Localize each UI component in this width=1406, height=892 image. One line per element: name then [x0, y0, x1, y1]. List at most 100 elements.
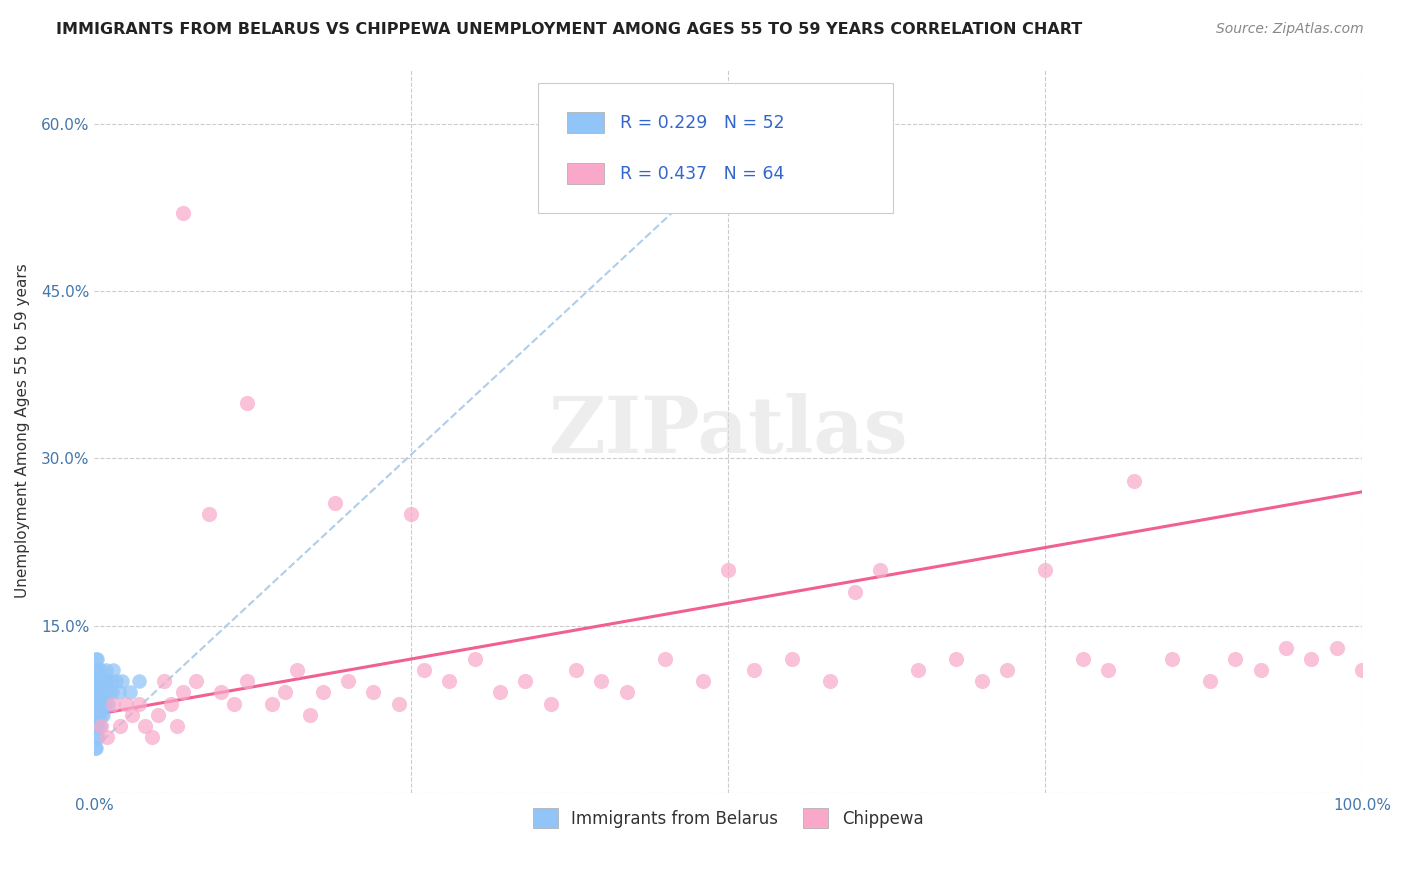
Point: [401, 507, 423, 521]
Point: [86, 652, 108, 666]
Point: [121, 707, 143, 722]
Point: [197, 507, 219, 521]
Point: [222, 697, 245, 711]
Point: [336, 674, 359, 689]
Point: [84, 741, 107, 756]
Point: [141, 730, 163, 744]
Point: [87, 707, 110, 722]
Point: [89, 719, 111, 733]
Point: [128, 674, 150, 689]
Point: [86, 685, 108, 699]
Point: [692, 674, 714, 689]
Point: [273, 685, 295, 699]
Point: [235, 674, 257, 689]
Point: [84, 674, 107, 689]
Point: [869, 563, 891, 577]
Point: [172, 206, 194, 220]
Point: [1033, 563, 1056, 577]
Point: [995, 663, 1018, 677]
Point: [107, 685, 129, 699]
Text: R = 0.229   N = 52: R = 0.229 N = 52: [620, 114, 785, 132]
Point: [780, 652, 803, 666]
Point: [413, 663, 436, 677]
Point: [84, 697, 107, 711]
Point: [96, 674, 118, 689]
Point: [515, 674, 537, 689]
Point: [298, 707, 321, 722]
Point: [93, 697, 115, 711]
Point: [1250, 663, 1272, 677]
Point: [84, 652, 107, 666]
Legend: Immigrants from Belarus, Chippewa: Immigrants from Belarus, Chippewa: [526, 801, 929, 835]
Y-axis label: Unemployment Among Ages 55 to 59 years: Unemployment Among Ages 55 to 59 years: [15, 263, 30, 598]
Point: [90, 663, 112, 677]
Point: [1122, 474, 1144, 488]
Point: [363, 685, 385, 699]
Point: [100, 674, 122, 689]
Point: [616, 685, 638, 699]
Text: R = 0.437   N = 64: R = 0.437 N = 64: [620, 164, 785, 183]
Point: [388, 697, 411, 711]
Point: [1097, 663, 1119, 677]
FancyBboxPatch shape: [567, 112, 605, 133]
Point: [91, 674, 114, 689]
Point: [742, 663, 765, 677]
Point: [146, 707, 169, 722]
Point: [87, 697, 110, 711]
Point: [285, 663, 308, 677]
Point: [844, 585, 866, 599]
Point: [91, 697, 114, 711]
Point: [464, 652, 486, 666]
Point: [86, 730, 108, 744]
Point: [235, 395, 257, 409]
Point: [159, 697, 181, 711]
Point: [565, 663, 588, 677]
Point: [970, 674, 993, 689]
Point: [945, 652, 967, 666]
Point: [153, 674, 176, 689]
Point: [166, 719, 188, 733]
Point: [260, 697, 283, 711]
Point: [101, 685, 124, 699]
Point: [87, 674, 110, 689]
Point: [311, 685, 333, 699]
Point: [86, 663, 108, 677]
Point: [90, 707, 112, 722]
Point: [172, 685, 194, 699]
Point: [84, 697, 107, 711]
Point: [439, 674, 461, 689]
Point: [90, 685, 112, 699]
Point: [94, 685, 117, 699]
Point: [134, 719, 156, 733]
Point: [105, 674, 128, 689]
Point: [907, 663, 929, 677]
Point: [717, 563, 740, 577]
Point: [86, 674, 108, 689]
Point: [209, 685, 232, 699]
Point: [1301, 652, 1323, 666]
Point: [1225, 652, 1247, 666]
Point: [93, 674, 115, 689]
Text: Source: ZipAtlas.com: Source: ZipAtlas.com: [1216, 22, 1364, 37]
Point: [115, 697, 138, 711]
Point: [84, 741, 107, 756]
Point: [654, 652, 676, 666]
FancyBboxPatch shape: [567, 163, 605, 184]
Point: [184, 674, 207, 689]
Point: [84, 719, 107, 733]
Point: [108, 719, 131, 733]
Point: [87, 663, 110, 677]
Point: [86, 697, 108, 711]
Point: [118, 685, 141, 699]
Point: [98, 685, 121, 699]
Point: [489, 685, 512, 699]
Text: ZIPatlas: ZIPatlas: [548, 392, 908, 468]
Point: [86, 707, 108, 722]
Point: [87, 685, 110, 699]
Point: [84, 674, 107, 689]
Point: [86, 719, 108, 733]
Point: [94, 663, 117, 677]
Point: [90, 719, 112, 733]
Point: [89, 697, 111, 711]
Point: [103, 663, 125, 677]
